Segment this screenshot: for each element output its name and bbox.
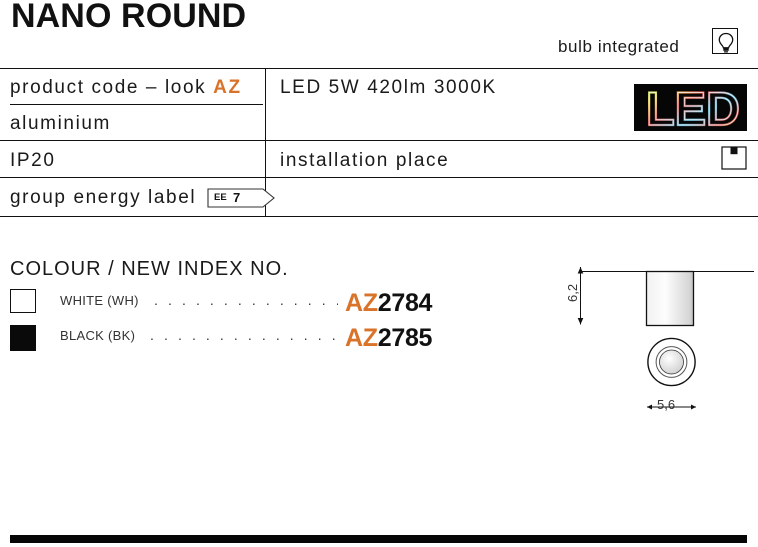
svg-text:LED: LED xyxy=(646,84,740,131)
